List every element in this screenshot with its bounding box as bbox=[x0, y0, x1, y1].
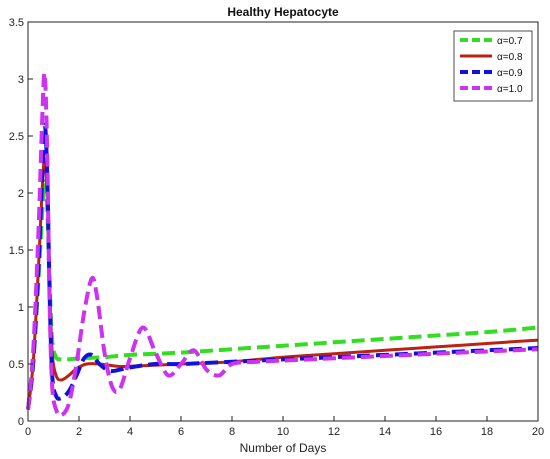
x-tick-label: 2 bbox=[76, 426, 82, 438]
x-axis-label: Number of Days bbox=[240, 441, 327, 455]
plot-area bbox=[26, 71, 539, 418]
legend-label-1: α=0.7 bbox=[497, 36, 523, 47]
y-tick-label: 3.5 bbox=[9, 17, 24, 29]
chart-title: Healthy Hepatocyte bbox=[227, 5, 339, 19]
y-tick-label: 2.5 bbox=[9, 131, 24, 143]
series-line-4 bbox=[26, 71, 539, 418]
x-tick-label: 18 bbox=[481, 426, 493, 438]
x-tick-label: 10 bbox=[277, 426, 289, 438]
legend-label-2: α=0.8 bbox=[497, 52, 523, 63]
y-tick-label: 0 bbox=[18, 416, 24, 428]
legend-label-3: α=0.9 bbox=[497, 68, 523, 79]
y-tick-label: 1 bbox=[18, 302, 24, 314]
y-tick-label: 1.5 bbox=[9, 245, 24, 257]
x-tick-label: 16 bbox=[430, 426, 442, 438]
x-tick-label: 6 bbox=[178, 426, 184, 438]
legend-label-4: α=1.0 bbox=[497, 84, 523, 95]
legend: α=0.7 α=0.8 α=0.9 α=1.0 bbox=[453, 30, 533, 102]
x-tick-label: 12 bbox=[328, 426, 340, 438]
x-tick-label: 14 bbox=[379, 426, 391, 438]
x-tick-label: 4 bbox=[127, 426, 133, 438]
y-tick-label: 0.5 bbox=[9, 359, 24, 371]
y-tick-label: 3 bbox=[18, 74, 24, 86]
x-tick-label: 20 bbox=[532, 426, 544, 438]
x-tick-label: 0 bbox=[25, 426, 31, 438]
y-tick-label: 2 bbox=[18, 188, 24, 200]
x-tick-label: 8 bbox=[229, 426, 235, 438]
axes-ticks: 0 2 4 6 8 10 12 14 16 18 20 0 0.5 1 1.5 2 2.5 3 3.5 bbox=[9, 17, 544, 438]
